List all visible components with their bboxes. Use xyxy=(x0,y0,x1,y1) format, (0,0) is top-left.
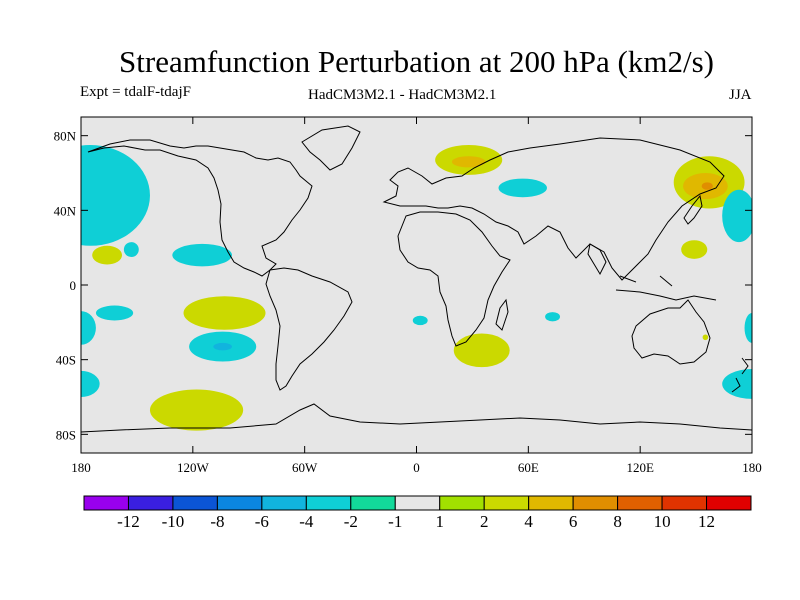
colorbar-swatch xyxy=(528,495,574,511)
coastline-eurasia xyxy=(382,137,725,281)
colorbar-swatch xyxy=(661,495,708,511)
colorbar-swatch xyxy=(216,495,263,511)
colorbar-swatch xyxy=(572,495,619,511)
anomaly-region-hawaii xyxy=(123,242,139,257)
colorbar-swatch xyxy=(439,495,485,511)
anomaly-region-southern-africa xyxy=(453,333,510,368)
lon-label: 180 xyxy=(71,460,91,475)
anomaly-region-northwest-pacific xyxy=(722,189,752,243)
colorbar-label: -12 xyxy=(117,512,140,531)
lat-label: 40S xyxy=(56,353,76,368)
anomaly-region-caspian xyxy=(498,178,547,198)
season-label: JJA xyxy=(729,87,752,103)
models-label: HadCM3M2.1 - HadCM3M2.1 xyxy=(308,87,497,103)
coastline-australia xyxy=(631,299,711,365)
anomaly-region-southern-ocean-65s xyxy=(149,389,244,431)
lon-label: 0 xyxy=(413,460,420,475)
coastlines xyxy=(81,125,752,433)
colorbar-swatch xyxy=(172,495,218,511)
colorbar-label: 8 xyxy=(613,512,622,531)
colorbar-label: -8 xyxy=(210,512,224,531)
lon-label: 180 xyxy=(742,460,762,475)
anomaly-region-indian-ocean-15s xyxy=(545,312,561,322)
colorbar-label: -4 xyxy=(299,512,314,531)
colorbar-label: 1 xyxy=(435,512,444,531)
colorbar-swatch xyxy=(617,495,663,511)
colorbar-swatch xyxy=(706,495,752,511)
anomaly-region-south-pacific-15s-2 xyxy=(183,296,266,330)
colorbar-swatch xyxy=(305,495,352,511)
anomaly-region-east-siberia-core-2 xyxy=(701,182,713,190)
colorbar-label: 12 xyxy=(698,512,715,531)
lat-label: 80N xyxy=(54,129,77,144)
colorbar-label: -10 xyxy=(162,512,185,531)
colorbar-label: 2 xyxy=(480,512,489,531)
colorbar-label: -1 xyxy=(388,512,402,531)
anomaly-region-central-pacific-15n xyxy=(92,245,123,265)
anomaly-region-dateline-west-30s xyxy=(81,311,96,345)
anomaly-region-south-pacific-30s-core xyxy=(213,342,232,351)
anomaly-region-dateline-west-55s xyxy=(81,370,100,397)
anomaly-region-western-pacific-20n xyxy=(681,240,708,259)
coastline-indonesia xyxy=(615,275,717,301)
lon-label: 120W xyxy=(177,460,210,475)
coastline-greenland xyxy=(301,125,361,171)
colorbar-label: -2 xyxy=(344,512,358,531)
experiment-label: Expt = tdalF-tdajF xyxy=(80,84,191,100)
lat-label: 0 xyxy=(70,278,77,293)
colorbar-swatch xyxy=(83,495,129,511)
anomaly-region-scandinavia-core xyxy=(451,156,486,168)
anomaly-region-australia-east xyxy=(702,334,709,341)
colorbar-swatch xyxy=(261,495,307,511)
anomaly-region-north-pacific-east xyxy=(81,145,150,246)
chart-title: Streamfunction Perturbation at 200 hPa (… xyxy=(119,44,714,79)
colorbar-swatch xyxy=(394,495,441,511)
coastline-north-america xyxy=(87,139,313,277)
coastline-south-america xyxy=(265,267,353,391)
anomaly-region-east-pacific-15n xyxy=(172,243,232,267)
anomaly-region-dateline-east-30s xyxy=(744,313,752,343)
colorbar-swatch xyxy=(350,495,396,511)
coastline-madagascar xyxy=(495,298,509,331)
colorbar-label: -6 xyxy=(255,512,269,531)
coastline-africa xyxy=(397,211,511,347)
anomaly-region-south-pacific-15s xyxy=(95,305,134,321)
colorbar-label: 4 xyxy=(524,512,533,531)
colorbar-label: 10 xyxy=(654,512,671,531)
lon-label: 60W xyxy=(292,460,318,475)
anomaly-region-south-atlantic-15s xyxy=(412,315,428,326)
colorbar-swatch xyxy=(483,495,530,511)
lon-label: 120E xyxy=(626,460,654,475)
lat-label: 80S xyxy=(56,427,76,442)
anomaly-region-dateline-east-55s xyxy=(722,369,752,399)
coastline-antarctica xyxy=(81,403,752,433)
coastline-japan xyxy=(683,194,703,225)
colorbar-label: 6 xyxy=(569,512,578,531)
colorbar-swatch xyxy=(127,495,174,511)
lon-label: 60E xyxy=(518,460,539,475)
lat-label: 40N xyxy=(54,203,77,218)
coastline-india xyxy=(587,243,607,276)
coastline-new-zealand xyxy=(731,357,749,393)
